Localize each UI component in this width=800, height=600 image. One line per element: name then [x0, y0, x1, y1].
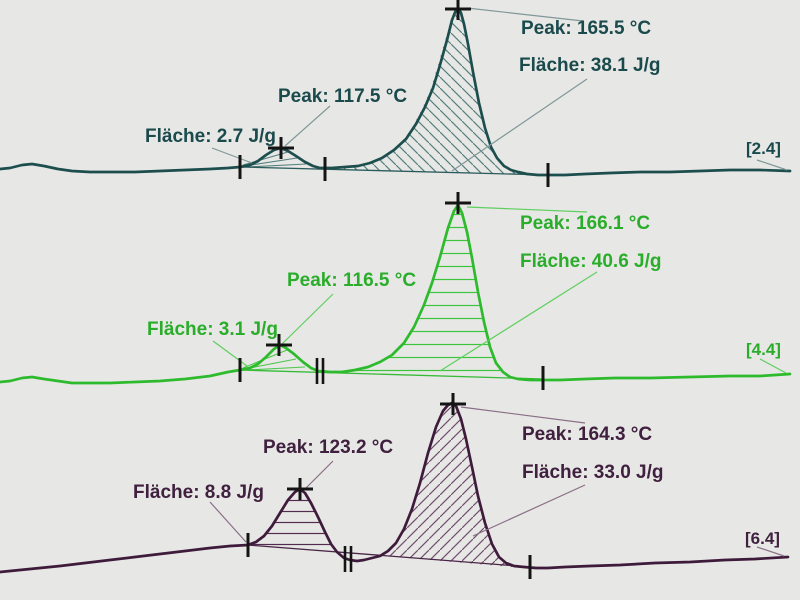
peak-label: Peak: 165.5 °C — [521, 18, 652, 39]
area-label: Fläche: 3.1 J/g — [147, 319, 278, 340]
curve-2-4-group — [0, 0, 792, 187]
annotation-leader-line — [211, 147, 253, 164]
annotation-leader-line — [472, 484, 586, 537]
curve-6-4 — [0, 401, 790, 574]
annotation-leader-line — [439, 271, 598, 372]
series-label-leader-line — [756, 546, 785, 557]
area-label: Fläche: 40.6 J/g — [520, 251, 662, 272]
peak-label: Peak: 117.5 °C — [278, 86, 408, 107]
peak-label: Peak: 164.3 °C — [522, 424, 653, 445]
curve-2-4 — [0, 6, 792, 177]
main-peak-area-hatch — [325, 8, 518, 174]
series-label: [4.4] — [746, 340, 781, 359]
area-label: Fläche: 2.7 J/g — [145, 126, 276, 147]
secondary-peak-area-hatch — [246, 366, 306, 371]
peak-label: Peak: 123.2 °C — [263, 437, 394, 458]
series-label-leader-line — [759, 358, 787, 374]
annotation-leader-line — [460, 406, 586, 424]
annotation-leader-line — [284, 105, 331, 147]
series-label: [6.4] — [745, 529, 780, 548]
annotation-leader-line — [466, 206, 588, 213]
integration-baseline — [239, 369, 544, 380]
curve-4-4-group — [0, 192, 792, 390]
annotation-leader-line — [212, 340, 248, 367]
peak-label: Peak: 166.1 °C — [520, 213, 651, 234]
area-label: Fläche: 8.8 J/g — [133, 482, 264, 503]
integration-baseline — [239, 166, 549, 176]
annotation-leader-line — [466, 7, 584, 22]
annotation-leader-line — [451, 78, 588, 172]
integration-baseline — [247, 544, 531, 568]
secondary-peak-area-hatch — [250, 489, 337, 552]
curve-6-4-group — [0, 393, 790, 579]
annotation-leader-line — [281, 293, 334, 345]
series-label-leader-line — [756, 159, 788, 171]
main-peak-area-hatch — [325, 205, 512, 379]
main-peak-area-hatch — [384, 404, 512, 567]
area-label: Fläche: 38.1 J/g — [519, 55, 661, 76]
annotation-leader-line — [304, 460, 334, 490]
peak-label: Peak: 116.5 °C — [287, 270, 417, 291]
series-label: [2.4] — [746, 139, 781, 158]
secondary-peak-area-hatch — [246, 163, 307, 168]
annotation-leader-line — [209, 501, 247, 543]
area-label: Fläche: 33.0 J/g — [522, 462, 664, 483]
curve-4-4 — [0, 203, 792, 385]
